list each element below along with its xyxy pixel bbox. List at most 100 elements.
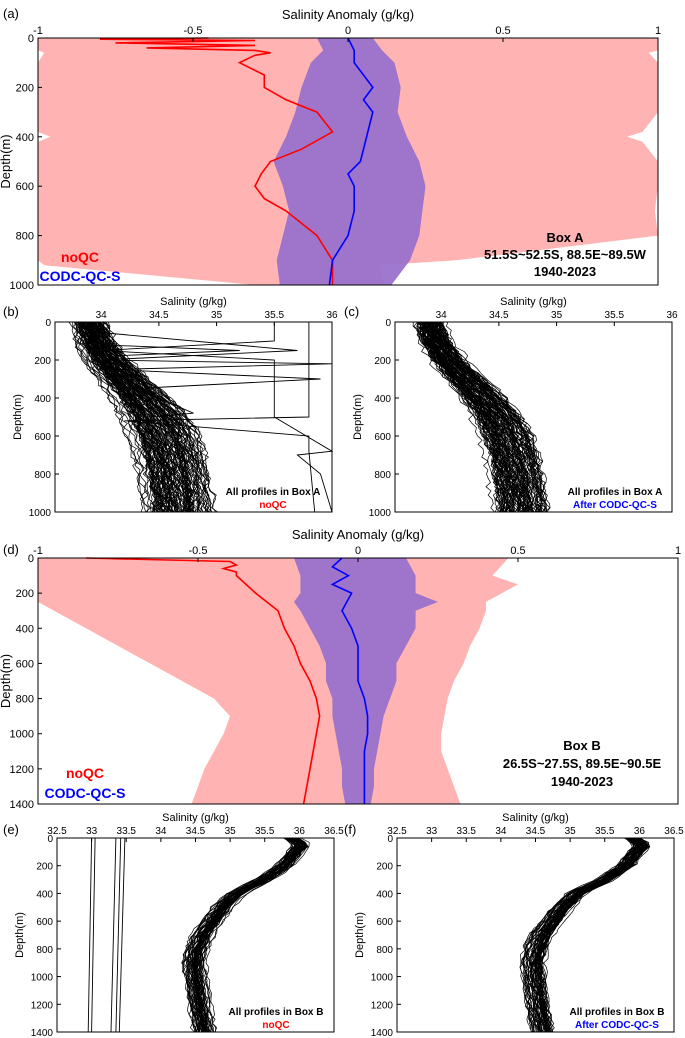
profile-line	[543, 837, 651, 1033]
profile-line	[521, 837, 637, 1033]
profile-line	[519, 837, 641, 1033]
x-tick-label: -1	[33, 25, 43, 37]
profile-line	[189, 837, 300, 1033]
axes-frame-b	[54, 321, 333, 513]
outlier-profile-line	[110, 837, 117, 1033]
profile-line	[102, 321, 200, 513]
profile-line	[195, 837, 307, 1033]
x-tick-label: 35.5	[605, 310, 625, 321]
profile-line	[433, 321, 529, 513]
x-tick-label: 34.5	[186, 826, 206, 837]
y-tick-label: 0	[47, 834, 53, 845]
x-tick-label: 1	[655, 25, 661, 37]
y-tick-label: 1200	[31, 1000, 54, 1011]
profile-line	[434, 321, 543, 513]
x-tick-label: 32.5	[387, 826, 407, 837]
x-tick-label: 35	[551, 310, 563, 321]
x-tick-label: 35	[225, 826, 237, 837]
profile-line	[91, 321, 204, 513]
panel-d-legend-codc: CODC-QC-S	[45, 785, 126, 801]
panel-c-qc-label: After CODC-QC-S	[573, 500, 657, 511]
y-tick-label: 1000	[31, 973, 54, 984]
y-tick-label: 600	[34, 432, 51, 443]
profile-line	[431, 321, 539, 513]
y-ticks-b: 0 200 400 600 800 1000	[29, 318, 59, 519]
panel-b-qc-label: noQC	[259, 500, 286, 511]
y-tick-label: 400	[16, 132, 34, 144]
y-tick-label: 200	[374, 356, 391, 367]
y-tick-label: 1000	[371, 973, 394, 984]
panel-e-qc-label: noQC	[262, 1020, 289, 1031]
x-tick-label: 0.5	[495, 25, 510, 37]
x-tick-label: 34	[96, 310, 108, 321]
x-tick-label: 36.5	[324, 826, 344, 837]
profile-line	[88, 321, 158, 513]
panel-f-note: All profiles in Box B	[569, 1007, 664, 1018]
y-axis-label-d: Depth(m)	[0, 654, 13, 708]
plot-area-b	[68, 321, 334, 513]
panel-e-note: All profiles in Box B	[228, 1007, 323, 1018]
x-tick-label: 36	[326, 310, 338, 321]
x-tick-label: 0	[345, 25, 351, 37]
x-tick-label: -0.5	[184, 25, 203, 37]
profile-line	[429, 321, 508, 513]
y-tick-label: 800	[376, 945, 393, 956]
profile-line	[421, 321, 525, 513]
x-axis-label-c: Salinity (g/kg)	[500, 296, 567, 308]
profile-line	[437, 321, 541, 513]
profile-line	[99, 321, 193, 513]
x-tick-label: 35.5	[595, 826, 615, 837]
x-axis-label-d: Salinity Anomaly (g/kg)	[292, 527, 424, 542]
x-axis-label-f: Salinity (g/kg)	[502, 812, 569, 824]
panel-f: 32.5 33 33.5 34 34.5 35 35.5 36 36.5 Salinity (g/…	[344, 812, 684, 1038]
profile-line	[416, 321, 510, 513]
panel-c: 34 34.5 35 35.5 36 Salinity (g/kg) 0 200 400 600 8…	[344, 296, 678, 519]
y-tick-label: 400	[36, 889, 53, 900]
profile-line	[76, 321, 164, 513]
profile-line	[195, 837, 295, 1033]
profile-line	[538, 837, 650, 1033]
y-tick-label: 200	[16, 82, 34, 94]
x-tick-label: 36	[294, 826, 306, 837]
outlier-profile-line	[87, 837, 93, 1033]
x-tick-label: 36	[666, 310, 678, 321]
y-tick-label: 1400	[371, 1028, 394, 1038]
profile-line	[205, 837, 309, 1033]
panel-d-region: 26.5S~27.5S, 89.5E~90.5E	[503, 756, 662, 771]
outlier-profile-line	[91, 837, 96, 1033]
panel-d-box-title: Box B	[563, 738, 601, 753]
panel-f-qc-label: After CODC-QC-S	[575, 1020, 659, 1031]
band-codc-a	[273, 38, 426, 285]
panel-a-label: (a)	[3, 6, 19, 21]
x-tick-label: 33	[426, 826, 438, 837]
y-tick-label: 1200	[10, 764, 34, 776]
profile-line	[537, 837, 650, 1033]
profile-line	[419, 321, 521, 513]
profile-line	[525, 837, 640, 1033]
mean-line-codc-d	[330, 557, 369, 804]
x-tick-label: 34	[436, 310, 448, 321]
x-ticks-a: -1 -0.5 0 0.5 1	[33, 25, 661, 42]
profile-line	[98, 321, 217, 513]
x-axis-label-b: Salinity (g/kg)	[160, 296, 227, 308]
y-tick-label: 800	[34, 470, 51, 481]
profile-line	[98, 321, 198, 512]
profile-line	[106, 321, 201, 513]
profiles-c	[412, 321, 551, 513]
x-tick-label: 33.5	[457, 826, 477, 837]
panel-c-label: (c)	[344, 304, 359, 319]
y-tick-label: 0	[28, 33, 34, 45]
x-axis-label-a: Salinity Anomaly (g/kg)	[282, 7, 414, 22]
panel-d: -1 -0.5 0 0.5 1 Salinity Anomaly (g/kg) 0 200 40…	[0, 527, 681, 811]
y-tick-label: 1000	[29, 508, 52, 519]
profile-line	[418, 321, 502, 513]
profiles-b	[68, 321, 334, 513]
panel-a: -1 -0.5 0 0.5 1 Salinity Anomaly (g/kg) 0 200 40…	[0, 6, 661, 292]
y-tick-label: 600	[36, 917, 53, 928]
profile-line	[73, 321, 147, 513]
profile-line	[105, 321, 212, 513]
y-tick-label: 0	[385, 318, 391, 329]
profile-line	[78, 321, 159, 513]
y-tick-label: 200	[376, 862, 393, 873]
